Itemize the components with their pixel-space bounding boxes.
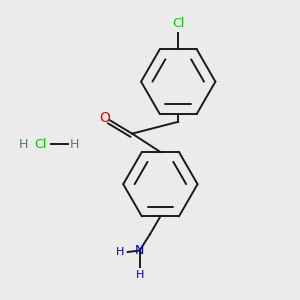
Text: Cl: Cl xyxy=(34,138,46,151)
Text: H: H xyxy=(19,138,28,151)
Text: N: N xyxy=(135,244,144,257)
Text: H: H xyxy=(116,247,124,257)
Text: H: H xyxy=(135,271,144,281)
Text: H: H xyxy=(70,138,79,151)
Text: O: O xyxy=(99,111,110,125)
Text: Cl: Cl xyxy=(172,17,184,30)
